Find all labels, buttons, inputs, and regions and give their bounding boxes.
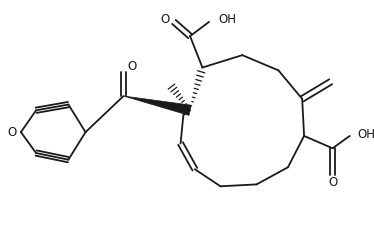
Text: O: O (127, 60, 137, 73)
Text: OH: OH (357, 128, 374, 140)
Text: OH: OH (218, 13, 237, 27)
Text: O: O (328, 176, 337, 189)
Text: O: O (161, 13, 170, 27)
Text: O: O (8, 126, 17, 139)
Polygon shape (123, 96, 191, 115)
